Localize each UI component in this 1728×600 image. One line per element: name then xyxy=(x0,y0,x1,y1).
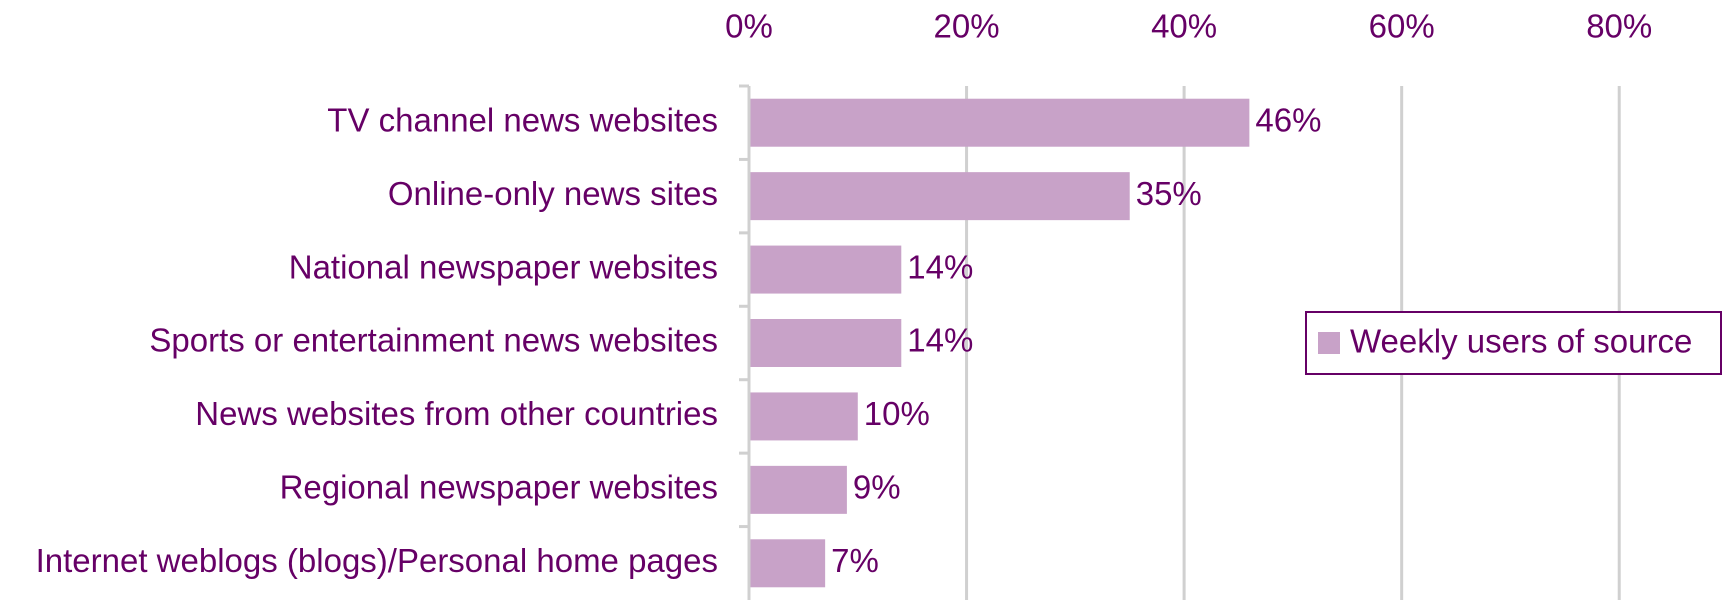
x-tick-label: 80% xyxy=(1586,8,1652,45)
y-tick-label: Online-only news sites xyxy=(388,175,718,212)
legend-swatch xyxy=(1318,332,1340,354)
data-label: 14% xyxy=(907,322,973,359)
x-tick-label: 40% xyxy=(1151,8,1217,45)
legend-box xyxy=(1305,311,1722,375)
bar xyxy=(749,319,902,367)
y-tick-label: National newspaper websites xyxy=(289,248,718,285)
x-tick-label: 0% xyxy=(725,8,773,45)
bar xyxy=(749,245,902,294)
data-label: 46% xyxy=(1255,101,1321,138)
data-label: 9% xyxy=(853,469,901,506)
legend-label: Weekly users of source xyxy=(1350,323,1692,360)
y-tick-label: TV channel news websites xyxy=(327,101,718,138)
data-label: 10% xyxy=(864,395,930,432)
data-label: 35% xyxy=(1136,175,1202,212)
y-tick-label: Internet weblogs (blogs)/Personal home p… xyxy=(36,542,718,579)
bar xyxy=(749,465,847,514)
y-tick-label: News websites from other countries xyxy=(195,395,718,432)
x-tick-label: 20% xyxy=(934,8,1000,45)
y-tick-label: Sports or entertainment news websites xyxy=(149,322,718,359)
bar xyxy=(749,392,858,441)
bar xyxy=(749,172,1130,221)
bar xyxy=(749,539,826,588)
data-label: 14% xyxy=(907,248,973,285)
bar xyxy=(749,98,1250,147)
data-label: 7% xyxy=(831,542,879,579)
y-tick-label: Regional newspaper websites xyxy=(280,469,718,506)
x-tick-label: 60% xyxy=(1369,8,1435,45)
